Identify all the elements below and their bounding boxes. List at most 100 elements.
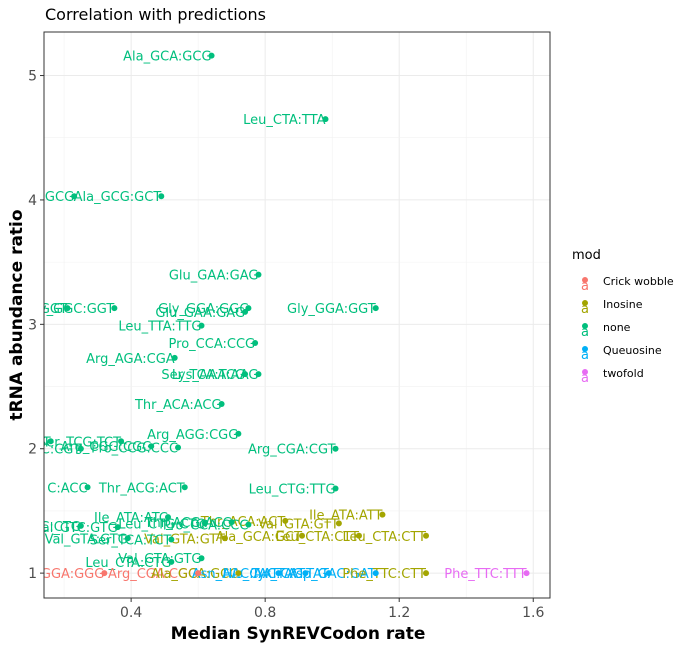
- legend-key-point: [582, 323, 588, 329]
- data-point: [242, 308, 249, 315]
- data-point: [181, 484, 188, 491]
- data-point: [201, 520, 208, 527]
- data-point: [299, 532, 306, 539]
- legend-key-point: [582, 346, 588, 352]
- data-point: [302, 570, 309, 577]
- point-label: Phe_TTC:CTT: [342, 567, 426, 582]
- data-point: [523, 570, 530, 577]
- data-point: [208, 52, 215, 59]
- data-point: [198, 555, 205, 562]
- point-label: Arg_CGG:CGC: [61, 440, 152, 455]
- point-label: Thr_ACG:ACC: [144, 516, 232, 531]
- point-layer: [47, 52, 530, 577]
- point-label: Gly_GGA:GGG: [13, 567, 104, 582]
- data-point: [355, 532, 362, 539]
- legend-key-letter: a: [581, 371, 589, 386]
- data-point: [47, 438, 54, 445]
- point-label: GCG: [45, 190, 74, 205]
- point-label: CGC:CGT: [22, 443, 81, 458]
- legend-label: none: [603, 321, 631, 334]
- data-point: [221, 535, 228, 542]
- point-label: Ser_TCG:TCT: [38, 435, 121, 450]
- data-point: [255, 271, 262, 278]
- point-label: C:ACC: [47, 481, 87, 496]
- data-point: [242, 371, 249, 378]
- point-label: Glu_GAA:GAG: [155, 306, 245, 321]
- legend-label: Inosine: [603, 298, 643, 311]
- point-label: GGC:GGT: [6, 302, 67, 317]
- point-label: Ser_TCA:TCG: [161, 368, 245, 383]
- y-tick-label: 5: [28, 69, 37, 85]
- data-point: [282, 517, 289, 524]
- legend-label: Crick wobble: [603, 275, 674, 288]
- y-axis-title: tRNA abundance ratio: [7, 209, 27, 420]
- point-label: Asp_GAC:GAT: [287, 567, 376, 582]
- point-label: Val_GTA:GTG: [45, 532, 128, 547]
- data-point: [114, 524, 121, 531]
- legend-key-letter: a: [581, 348, 589, 363]
- data-point: [171, 354, 178, 361]
- point-label: Thr_ACG:ACT: [98, 481, 185, 496]
- legend-key-point: [582, 277, 588, 283]
- point-label: Leu_CTA:CTT: [275, 530, 359, 545]
- chart-title: Correlation with predictions: [45, 5, 266, 24]
- point-label: Arg_AGG:CGG: [147, 428, 238, 443]
- point-label: Leu_CTG:TTG: [249, 483, 336, 498]
- point-label: Leu_CTG:CTC: [118, 517, 205, 532]
- panel-border: [43, 31, 551, 599]
- data-point: [423, 532, 430, 539]
- point-label: Gly_GGA:GGC: [158, 302, 248, 317]
- point-label: Ala_GCA:GCG: [123, 50, 211, 65]
- data-point: [168, 536, 175, 543]
- point-label: Ile_ATA:ATT: [309, 509, 382, 524]
- x-axis-title: Median SynREVCodon rate: [171, 624, 426, 644]
- data-point: [71, 193, 78, 200]
- point-label: Arg_CGA:CGG: [108, 567, 198, 582]
- point-label: Ala_GCA:GCT: [216, 530, 302, 545]
- point-label: Val_GTA:GTG: [118, 552, 201, 567]
- data-point: [77, 445, 84, 452]
- point-label: Tyr_TAC:TAT: [251, 567, 329, 582]
- legend-label: Queuosine: [603, 344, 662, 357]
- data-point: [252, 339, 259, 346]
- legend-key-letter: a: [581, 302, 589, 317]
- point-label: Thr_ACA:ACG: [134, 398, 222, 413]
- point-label: Ala_GCA:GCC: [151, 567, 238, 582]
- point-label: Leu_CTA:CTT: [342, 530, 426, 545]
- point-label: Ser_TCA:TCT: [90, 534, 172, 549]
- data-point: [101, 570, 108, 577]
- point-label: His_CAC:CAT: [223, 567, 306, 582]
- data-point: [175, 444, 182, 451]
- data-point: [228, 519, 235, 526]
- point-label: Ser_TCC:TCT: [0, 435, 51, 450]
- point-label: Gly_GGA:GGT: [287, 302, 376, 317]
- data-point: [148, 443, 155, 450]
- data-point: [372, 570, 379, 577]
- legend-key-letter: a: [581, 325, 589, 340]
- data-point: [275, 570, 282, 577]
- data-point: [379, 511, 386, 518]
- data-point: [158, 193, 165, 200]
- point-label: Arg_AGA:CGA: [86, 352, 175, 367]
- point-label: CTC:CTG: [24, 520, 81, 535]
- y-tick-label: 3: [28, 317, 37, 333]
- data-point: [168, 558, 175, 565]
- data-point: [255, 371, 262, 378]
- x-tick-label: 1.6: [522, 605, 544, 621]
- data-point: [245, 521, 252, 528]
- point-label: Ala_GCG:GCT: [74, 190, 162, 205]
- data-point: [198, 322, 205, 329]
- y-tick-label: 4: [28, 193, 37, 209]
- data-point: [335, 520, 342, 527]
- x-tick-label: 1.2: [388, 605, 410, 621]
- data-point: [325, 570, 332, 577]
- data-point: [235, 570, 242, 577]
- legend: mod a Crick wobble a Inosine a none a Queuosine…: [572, 248, 674, 386]
- point-label: Thr_ACA:ACT: [200, 515, 286, 530]
- point-label: Arg_CGA:CGT: [248, 443, 336, 458]
- data-point: [124, 535, 131, 542]
- data-point: [332, 445, 339, 452]
